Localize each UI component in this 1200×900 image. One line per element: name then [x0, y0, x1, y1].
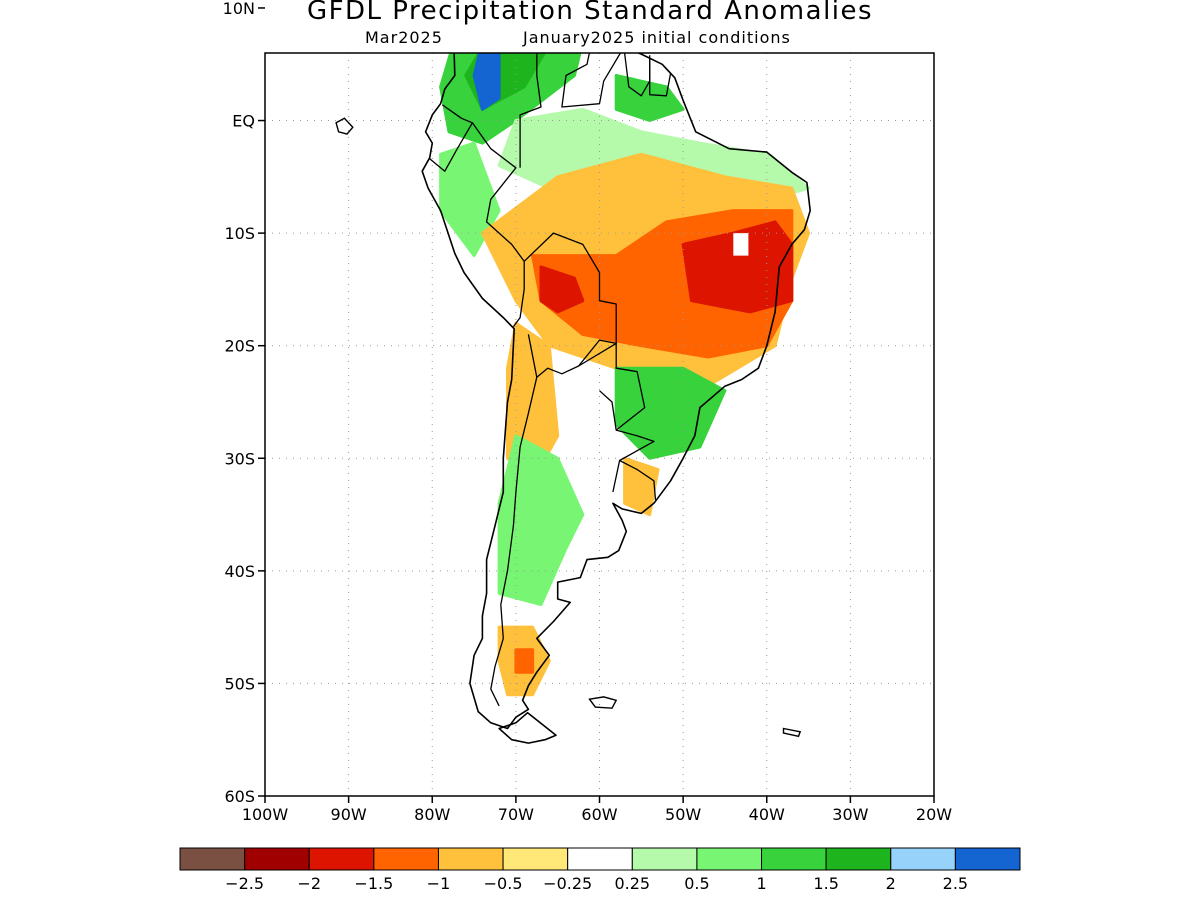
colorbar-swatch-1 — [244, 847, 310, 871]
colorbar-swatch-6 — [567, 847, 633, 871]
lon-tick-label-8: 20W — [916, 805, 952, 824]
lon-tick-label-2: 80W — [414, 805, 450, 824]
colorbar-swatch-3 — [373, 847, 439, 871]
lat-tick-label-0: 10N — [223, 0, 255, 18]
island-0 — [335, 117, 354, 135]
colorbar-swatch-11 — [890, 847, 956, 871]
lon-tick-label-5: 50W — [665, 805, 701, 824]
colorbar-swatch-8 — [696, 847, 763, 871]
colorbar-swatch-12 — [954, 847, 1021, 871]
country-border-6 — [649, 58, 672, 97]
lat-tick-label-7: 60S — [224, 787, 255, 806]
colorbar: −2.5 −2 −1.5 −1 −0.5 −0.25 0.25 0.5 1 1.5 2 2.5 — [179, 847, 1021, 893]
colorbar-label-2: −1.5 — [354, 874, 393, 893]
colorbar-swatch-0 — [179, 847, 246, 871]
lat-tick-label-1: EQ — [232, 112, 255, 131]
lat-tick-label-3: 20S — [224, 337, 255, 356]
colorbar-swatch-4 — [437, 847, 504, 871]
coastlines-layer — [329, 0, 812, 744]
country-border-8 — [578, 342, 646, 431]
colorbar-label-4: −0.5 — [484, 874, 523, 893]
lat-tick-label-4: 30S — [224, 449, 255, 468]
country-border-3 — [471, 122, 525, 327]
lon-tick-label-6: 40W — [749, 805, 785, 824]
lat-tick-label-2: 10S — [224, 224, 255, 243]
country-border-11 — [619, 459, 657, 500]
colorbar-swatch-10 — [825, 847, 892, 871]
chart-title: GFDL Precipitation Standard Anomalies — [306, 0, 874, 26]
country-border-0 — [455, 0, 483, 40]
colorbar-label-6: 0.25 — [614, 874, 650, 893]
colorbar-label-7: 0.5 — [684, 874, 709, 893]
masked-cell-0 — [733, 233, 749, 256]
lon-tick-label-3: 70W — [498, 805, 534, 824]
lon-tick-label-4: 60W — [581, 805, 617, 824]
grid-lines — [265, 53, 934, 796]
lat-tick-label-6: 50S — [224, 674, 255, 693]
country-border-4 — [561, 53, 621, 108]
lat-tick-label-5: 40S — [224, 562, 255, 581]
anomaly-region-10 — [539, 265, 585, 314]
coastline-1 — [498, 711, 557, 744]
coastline-0 — [421, 53, 812, 730]
colorbar-label-3: −1 — [427, 874, 451, 893]
forecast-month: Mar2025 — [365, 28, 443, 47]
island-2 — [782, 727, 802, 738]
anomaly-region-3 — [508, 8, 567, 42]
anomaly-region-14 — [623, 456, 660, 517]
country-border-9 — [490, 377, 538, 707]
lon-tick-label-1: 90W — [331, 805, 367, 824]
initial-conditions: January2025 initial conditions — [523, 28, 791, 47]
lon-tick-label-7: 30W — [832, 805, 868, 824]
anomaly-region-16 — [514, 648, 535, 674]
anomaly-region-9 — [681, 220, 794, 314]
country-border-1 — [519, 53, 542, 168]
colorbar-label-0: −2.5 — [225, 874, 264, 893]
colorbar-swatch-7 — [631, 847, 698, 871]
colorbar-label-1: −2 — [297, 874, 321, 893]
coastline-2 — [329, 0, 453, 38]
island-1 — [588, 696, 618, 709]
anomaly-region-2 — [472, 53, 501, 111]
colorbar-label-5: −0.25 — [543, 874, 592, 893]
anomaly-region-4 — [614, 74, 685, 122]
colorbar-swatch-2 — [308, 847, 375, 871]
colorbar-label-10: 2 — [886, 874, 896, 893]
anomaly-fill-layer — [439, 8, 811, 697]
colorbar-label-11: 2.5 — [943, 874, 968, 893]
lon-tick-label-0: 100W — [242, 805, 289, 824]
colorbar-label-9: 1.5 — [813, 874, 838, 893]
colorbar-swatch-5 — [502, 847, 569, 871]
anomaly-region-12 — [614, 366, 727, 460]
colorbar-swatch-9 — [761, 847, 827, 871]
anomaly-region-13 — [497, 434, 585, 607]
country-border-2 — [429, 104, 474, 172]
colorbar-label-8: 1 — [756, 874, 766, 893]
country-border-10 — [612, 429, 655, 493]
